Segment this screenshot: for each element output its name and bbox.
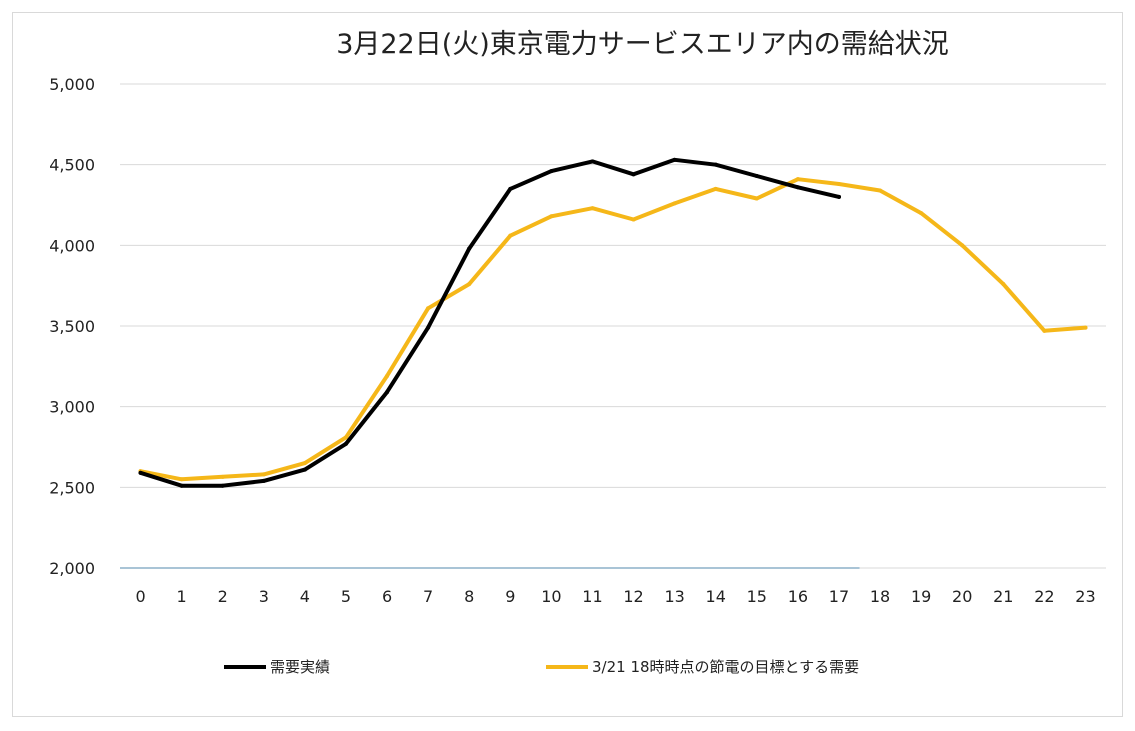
x-tick-label: 3 [259,587,269,606]
data-point-actual [754,173,759,178]
data-point-target [549,214,554,219]
data-point-target [795,177,800,182]
y-tick-label: 3,500 [49,317,95,336]
y-tick-label: 3,000 [49,398,95,417]
y-tick-label: 2,500 [49,478,95,497]
legend-label-target: 3/21 18時時点の節電の目標とする需要 [592,658,860,676]
x-tick-label: 16 [788,587,808,606]
data-point-target [919,211,924,216]
data-point-actual [713,162,718,167]
data-point-target [672,201,677,206]
x-tick-label: 19 [911,587,931,606]
data-point-actual [343,441,348,446]
chart-frame [12,12,1123,717]
data-point-actual [261,478,266,483]
x-tick-label: 12 [623,587,643,606]
y-tick-label: 2,000 [49,559,95,578]
data-point-target [878,188,883,193]
y-tick-label: 5,000 [49,75,95,94]
legend-label-actual: 需要実績 [270,658,331,676]
data-point-target [713,186,718,191]
x-tick-label: 20 [952,587,972,606]
data-point-target [179,477,184,482]
data-point-target [590,206,595,211]
x-tick-label: 9 [505,587,515,606]
data-point-actual [385,390,390,395]
data-point-target [631,217,636,222]
x-tick-label: 0 [135,587,145,606]
data-point-actual [467,246,472,251]
data-point-target [1042,328,1047,333]
x-tick-label: 14 [706,587,726,606]
data-point-target [1001,282,1006,287]
data-point-target [385,374,390,379]
data-point-actual [179,483,184,488]
x-tick-label: 8 [464,587,474,606]
legend-swatch-target [546,664,588,669]
legend-swatch-actual [224,664,266,669]
x-tick-label: 17 [829,587,849,606]
data-point-target [261,472,266,477]
data-point-target [1083,325,1088,330]
data-point-target [960,243,965,248]
data-point-target [302,461,307,466]
x-tick-label: 2 [218,587,228,606]
x-tick-label: 18 [870,587,890,606]
legend-item-actual: 需要実績 [224,656,330,677]
data-point-target [467,282,472,287]
x-tick-label: 4 [300,587,310,606]
data-point-actual [836,194,841,199]
data-point-actual [508,186,513,191]
y-tick-label: 4,500 [49,156,95,175]
data-point-target [343,435,348,440]
chart-title: 3月22日(火)東京電力サービスエリア内の需給状況 [336,29,949,60]
x-tick-label: 10 [541,587,561,606]
data-point-target [426,306,431,311]
x-tick-label: 21 [993,587,1013,606]
series-line-actual [138,157,841,488]
data-point-target [508,233,513,238]
y-tick-label: 4,000 [49,236,95,255]
data-point-actual [138,470,143,475]
series-line-target [138,177,1088,482]
x-tick-label: 22 [1034,587,1054,606]
x-tick-label: 7 [423,587,433,606]
x-tick-label: 5 [341,587,351,606]
data-point-target [754,196,759,201]
legend-item-target: 3/21 18時時点の節電の目標とする需要 [546,656,859,677]
data-point-actual [549,169,554,174]
x-tick-label: 13 [664,587,684,606]
x-tick-label: 15 [747,587,767,606]
data-point-actual [795,185,800,190]
data-point-actual [590,159,595,164]
data-point-actual [426,325,431,330]
data-point-actual [672,157,677,162]
data-point-target [836,182,841,187]
data-point-actual [302,467,307,472]
data-point-actual [220,483,225,488]
data-point-target [220,474,225,479]
x-tick-label: 23 [1075,587,1095,606]
data-point-actual [631,172,636,177]
x-tick-label: 6 [382,587,392,606]
x-tick-label: 11 [582,587,602,606]
x-tick-label: 1 [177,587,187,606]
